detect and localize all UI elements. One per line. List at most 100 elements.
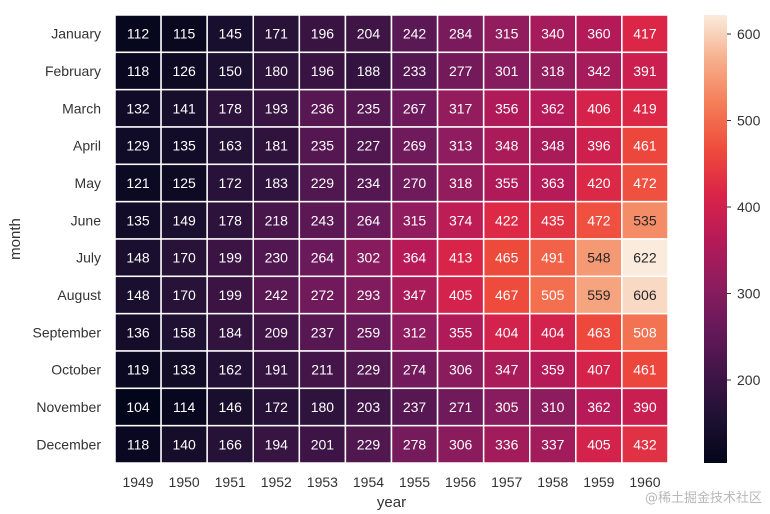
cell-value: 145 [219, 26, 243, 42]
cell-value: 293 [357, 287, 381, 303]
cell-value: 272 [311, 287, 335, 303]
cell-value: 235 [357, 100, 381, 116]
cell-value: 181 [265, 138, 289, 154]
heatmap-cell [206, 238, 255, 278]
y-tick-label: April [73, 138, 101, 154]
cell-value: 171 [265, 26, 289, 42]
colorbar-tick-label: 500 [737, 113, 761, 129]
cell-value: 313 [449, 138, 473, 154]
cell-value: 340 [541, 26, 565, 42]
x-tick-label: 1953 [307, 474, 338, 490]
cell-value: 535 [633, 212, 657, 228]
cell-value: 230 [265, 250, 289, 266]
cell-value: 432 [633, 436, 657, 452]
cell-value: 347 [403, 287, 427, 303]
cell-value: 467 [495, 287, 519, 303]
heatmap-cell [482, 51, 531, 91]
heatmap-cell [298, 51, 347, 91]
heatmap-cell [114, 387, 162, 427]
heatmap-cell [482, 238, 531, 278]
cell-value: 166 [219, 436, 243, 452]
cell-value: 141 [172, 100, 196, 116]
x-tick-label: 1960 [629, 474, 660, 490]
cell-value: 347 [495, 362, 519, 378]
y-tick-label: March [62, 100, 101, 116]
y-tick-label: November [36, 399, 101, 415]
y-tick-label: October [51, 362, 101, 378]
cell-value: 356 [495, 100, 519, 116]
cell-value: 158 [172, 324, 196, 340]
heatmap-cell [529, 424, 577, 464]
heatmap-cell [621, 424, 669, 464]
cell-value: 622 [633, 250, 657, 266]
cell-value: 310 [541, 399, 565, 415]
cell-value: 317 [449, 100, 473, 116]
cell-value: 170 [172, 250, 196, 266]
heatmap-cell [160, 51, 208, 91]
cell-value: 242 [265, 287, 289, 303]
heatmap-cell [436, 350, 485, 390]
cell-value: 465 [495, 250, 519, 266]
cell-value: 306 [449, 436, 473, 452]
cell-value: 229 [357, 436, 381, 452]
cell-value: 559 [587, 287, 611, 303]
cell-value: 342 [587, 63, 611, 79]
cell-value: 148 [126, 287, 150, 303]
cell-value: 312 [403, 324, 427, 340]
cell-value: 301 [495, 63, 519, 79]
cell-value: 150 [219, 63, 243, 79]
cell-value: 218 [265, 212, 289, 228]
cell-value: 413 [449, 250, 473, 266]
cell-value: 404 [495, 324, 519, 340]
heatmap-cell [390, 312, 439, 352]
cell-value: 505 [541, 287, 565, 303]
cell-value: 362 [587, 399, 611, 415]
y-tick-label: May [75, 175, 101, 191]
heatmap-cell [298, 163, 347, 203]
cell-value: 363 [541, 175, 565, 191]
cell-value: 104 [126, 399, 150, 415]
y-tick-label: January [51, 26, 101, 42]
cell-value: 435 [541, 212, 565, 228]
cell-value: 163 [219, 138, 243, 154]
heatmap-cell [621, 238, 669, 278]
x-tick-label: 1951 [215, 474, 246, 490]
heatmap-cell [206, 163, 255, 203]
cell-value: 271 [449, 399, 473, 415]
cell-value: 125 [172, 175, 196, 191]
cell-value: 180 [265, 63, 289, 79]
cell-value: 121 [126, 175, 150, 191]
cell-value: 508 [633, 324, 657, 340]
cell-value: 243 [311, 212, 335, 228]
heatmap-cell [575, 387, 623, 427]
cell-value: 209 [265, 324, 289, 340]
cell-value: 149 [172, 212, 196, 228]
y-tick-label: July [76, 250, 101, 266]
x-tick-label: 1959 [583, 474, 614, 490]
cell-value: 140 [172, 436, 196, 452]
cell-value: 235 [311, 138, 335, 154]
cell-value: 318 [449, 175, 473, 191]
cell-value: 606 [633, 287, 657, 303]
cell-value: 420 [587, 175, 611, 191]
cell-value: 422 [495, 212, 519, 228]
cell-value: 391 [633, 63, 657, 79]
heatmap-cell [160, 350, 208, 390]
cell-value: 148 [126, 250, 150, 266]
heatmap-cell [344, 424, 393, 464]
cell-value: 183 [265, 175, 289, 191]
cell-value: 203 [357, 399, 381, 415]
heatmap-cell [621, 14, 669, 54]
cell-value: 360 [587, 26, 611, 42]
heatmap-cell [621, 350, 669, 390]
cell-value: 114 [173, 399, 196, 415]
x-tick-label: 1958 [537, 474, 568, 490]
heatmap-cell [252, 200, 301, 240]
cell-value: 136 [126, 324, 150, 340]
cell-value: 548 [587, 250, 611, 266]
cell-value: 461 [633, 362, 657, 378]
heatmap-cell [160, 238, 208, 278]
cell-value: 118 [127, 63, 150, 79]
cell-value: 278 [403, 436, 427, 452]
